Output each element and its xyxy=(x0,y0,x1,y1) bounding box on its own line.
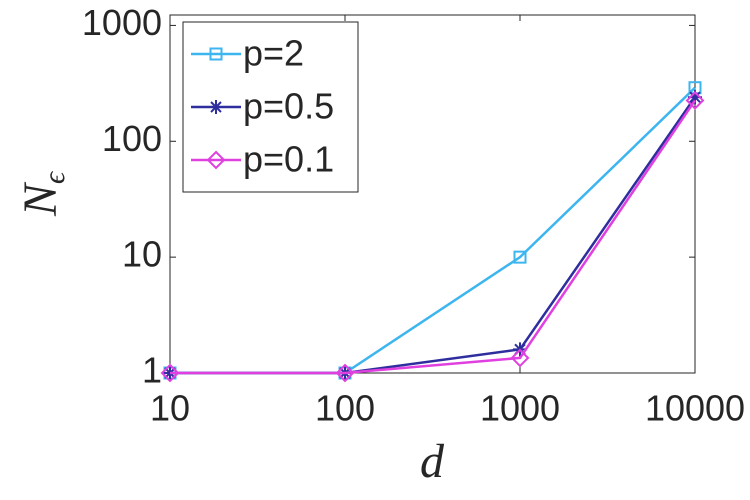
marker xyxy=(206,150,226,170)
y-label-main: N xyxy=(14,181,67,217)
marker xyxy=(209,100,223,114)
series-line xyxy=(170,99,697,375)
marker xyxy=(685,91,705,110)
y-tick-label: 1 xyxy=(142,350,162,391)
y-axis-label: Nϵ xyxy=(14,170,71,217)
legend: p=2 p=0.5 p=0.1 xyxy=(182,21,359,193)
legend-label: p=0.1 xyxy=(243,139,334,180)
y-label-subscript: ϵ xyxy=(38,170,71,184)
marker xyxy=(160,363,180,383)
y-tick-label: 1000 xyxy=(82,2,162,43)
marker xyxy=(209,47,223,61)
y-tick-label: 100 xyxy=(102,118,162,159)
legend-label: p=2 xyxy=(243,33,304,74)
x-tick-label: 1000 xyxy=(480,388,560,429)
marker xyxy=(335,363,355,383)
marker xyxy=(513,250,527,264)
y-tick-label: 10 xyxy=(122,234,162,275)
legend-label: p=0.5 xyxy=(243,86,334,127)
x-axis-label: d xyxy=(420,435,445,488)
marker xyxy=(510,348,530,368)
x-tick-label: 100 xyxy=(315,388,375,429)
x-tick-label: 10 xyxy=(150,388,190,429)
x-tick-label: 10000 xyxy=(645,388,745,429)
marker xyxy=(688,90,702,105)
